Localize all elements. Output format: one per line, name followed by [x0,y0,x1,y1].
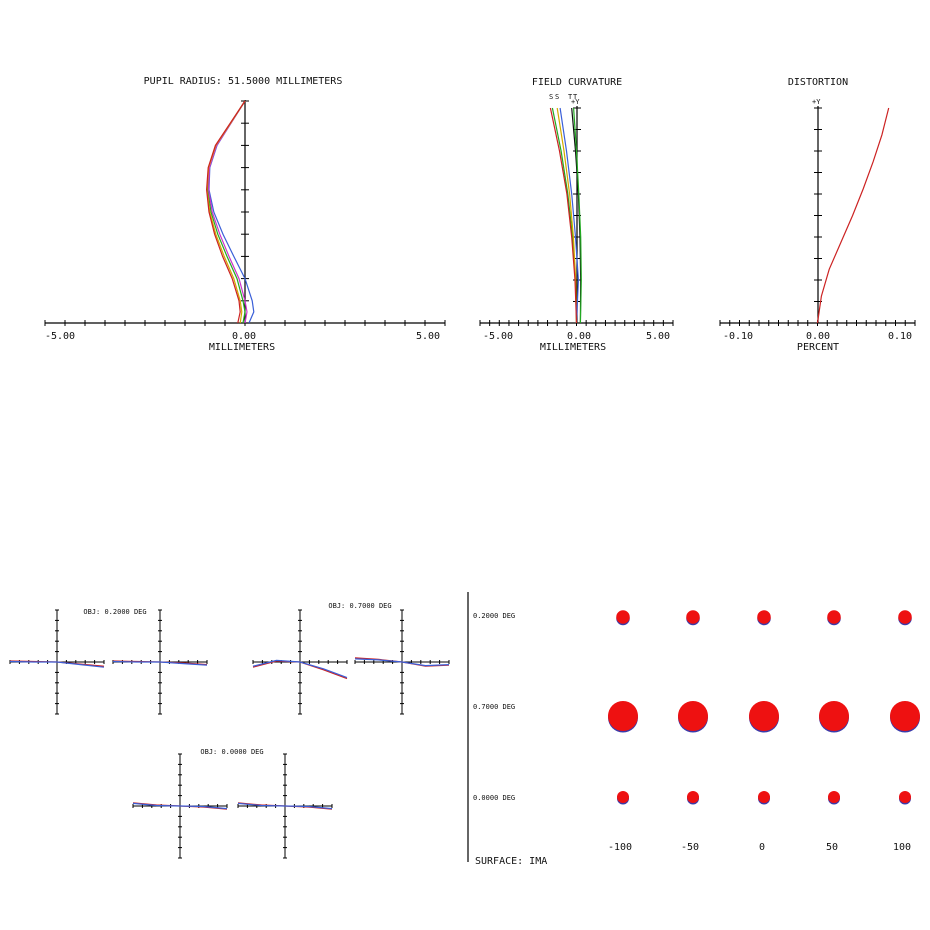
fan-curve [237,802,333,810]
spot [686,610,700,624]
distortion-axis-label: +Y [812,98,821,106]
spot-row-label: 0.0000 DEG [473,794,515,802]
spot [898,610,912,624]
spot [827,610,841,624]
field-curvature-legend-s: S [549,93,553,101]
spot [890,701,920,731]
pupil-x-axis-label: MILLIMETERS [209,342,275,353]
spot-col-label: 0 [759,842,765,853]
fc-series-line [559,107,580,324]
pupil-x-tick-label: -5.00 [45,331,75,342]
pupil-series-line [205,100,246,324]
pupil-series-group [205,100,255,324]
field-curvature-title: FIELD CURVATURE [532,77,622,88]
spot [687,791,699,803]
spot-row-label: 0.2000 DEG [473,612,515,620]
field-curvature-legend-t: T [568,93,573,101]
fc-series-group [549,107,582,324]
fan-field-label: OBJ: 0.7000 DEG [328,602,391,610]
fc-series-line [549,107,578,324]
pupil-series-line [207,100,248,324]
fan-curve [132,802,228,810]
fc-x-axis-label: MILLIMETERS [540,342,606,353]
spot-col-label: 100 [893,842,911,853]
fc-x-tick-label: 0.00 [567,331,591,342]
spot-col-label: -100 [608,842,632,853]
dist-x-tick-label: 0.00 [806,331,830,342]
field-curvature-legend-s: S [555,93,559,101]
dist-y-ticks [814,107,822,324]
spot [899,791,911,803]
spot [616,610,630,624]
spot-row-label: 0.7000 DEG [473,703,515,711]
spot [828,791,840,803]
distortion-title: DISTORTION [788,77,848,88]
spot-col-label: 50 [826,842,838,853]
spot [617,791,629,803]
dist-x-tick-label: -0.10 [723,331,753,342]
spot [678,701,708,731]
pupil-x-tick-label: 0.00 [232,331,256,342]
spot-diagram-panel: 0.2000 DEG 0.7000 DEG 0.0000 DEG -100 -5… [467,592,920,867]
pupil-aberration-chart: PUPIL RADIUS: 51.5000 MILLIMETERS -5.00 … [44,76,446,353]
spot [758,791,770,803]
pupil-x-tick-label: 5.00 [416,331,440,342]
dist-series-line [816,107,890,324]
fan-curve [112,660,208,666]
fan-curve [252,659,348,679]
dist-series-group [816,107,890,324]
fan-curve [354,658,450,667]
field-curvature-chart: FIELD CURVATURE S S T T +Y -5.00 0.00 5.… [479,77,674,353]
dist-x-tick-label: 0.10 [888,331,912,342]
spot-surface-label: SURFACE: IMA [475,856,547,867]
fc-x-tick-label: 5.00 [646,331,670,342]
dist-x-axis-label: PERCENT [797,342,839,353]
spot [757,610,771,624]
fan-curve [9,660,105,668]
spot-col-label: -50 [681,842,699,853]
spot [749,701,779,731]
fan-field-label: OBJ: 0.0000 DEG [200,748,263,756]
distortion-chart: DISTORTION +Y -0.10 0.00 0.10 PERCENT [719,77,916,353]
ray-fan-panel: OBJ: 0.2000 DEG OBJ: 0.7000 DEG OBJ: 0.000… [9,602,450,859]
fc-x-ticks [479,320,674,326]
field-curvature-legend-t: T [573,93,578,101]
spot-group [608,610,920,805]
spot [608,701,638,731]
field-curvature-axis-label: +Y [571,98,580,106]
pupil-chart-title: PUPIL RADIUS: 51.5000 MILLIMETERS [144,76,343,87]
fc-series-line [573,107,582,324]
fc-x-tick-label: -5.00 [483,331,513,342]
fan-field-label: OBJ: 0.2000 DEG [83,608,146,616]
spot [819,701,849,731]
